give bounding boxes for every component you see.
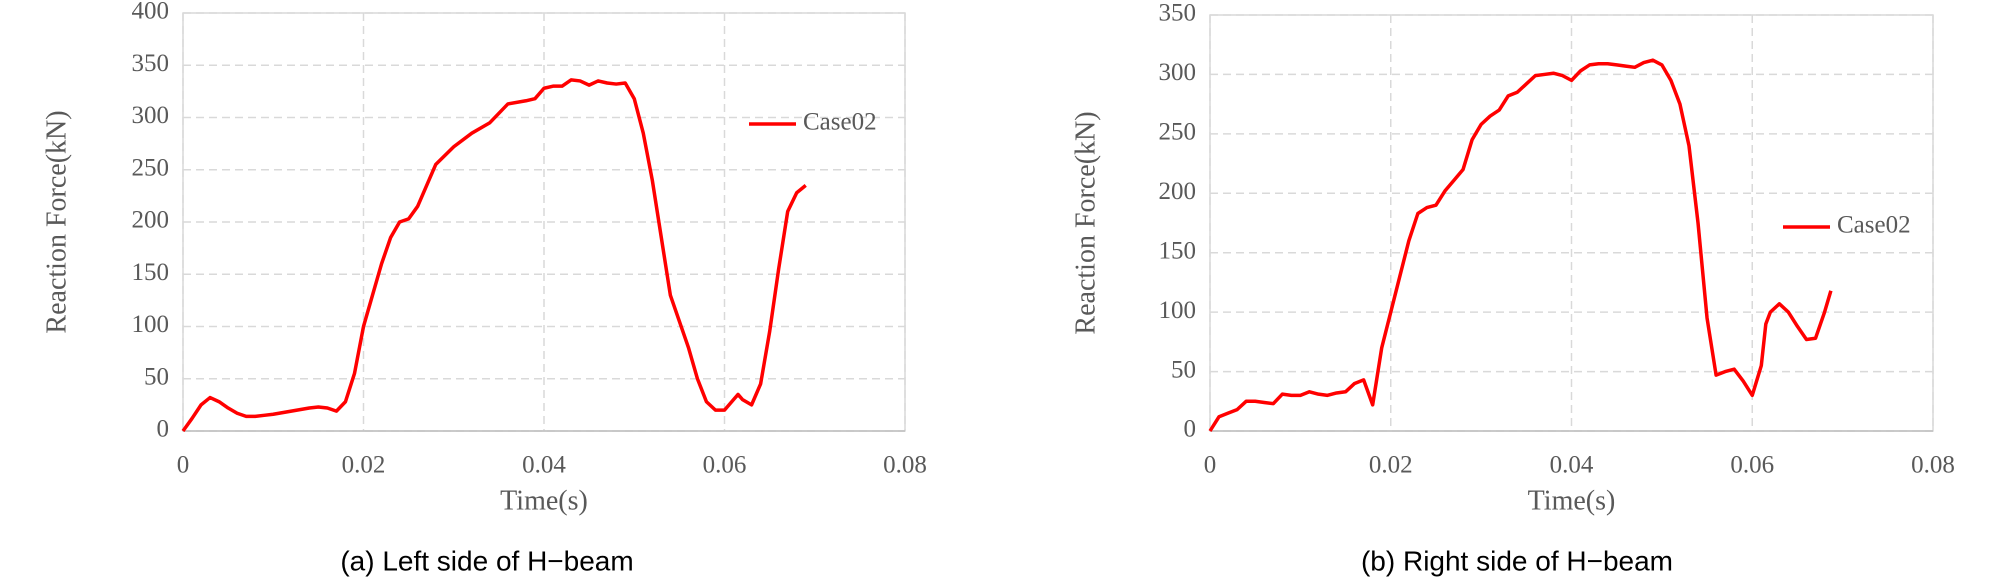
y-tick-label: 50 — [144, 363, 169, 390]
x-axis-title: Time(s) — [500, 485, 588, 516]
x-axis-title: Time(s) — [1528, 485, 1616, 516]
x-tick-label: 0.06 — [1730, 452, 1774, 479]
y-tick-label: 400 — [132, 0, 170, 25]
y-tick-label: 300 — [132, 102, 170, 129]
x-tick-label: 0 — [177, 452, 190, 479]
y-axis-title: Reaction Force(kN) — [1070, 111, 1101, 334]
y-tick-label: 300 — [1159, 59, 1197, 86]
x-tick-label: 0.02 — [342, 452, 386, 479]
y-tick-label: 200 — [1159, 178, 1197, 205]
y-tick-label: 100 — [1159, 297, 1197, 324]
y-tick-label: 0 — [1184, 416, 1197, 443]
y-tick-label: 100 — [132, 311, 170, 338]
data-line — [1208, 58, 1833, 432]
caption: (a) Left side of H−beam — [340, 545, 633, 576]
data-line — [181, 78, 807, 433]
y-tick-label: 200 — [132, 207, 170, 234]
x-tick-label: 0.06 — [703, 452, 747, 479]
y-tick-label: 0 — [157, 416, 170, 443]
y-tick-label: 250 — [132, 154, 170, 181]
x-tick-label: 0.02 — [1369, 452, 1413, 479]
x-tick-label: 0.08 — [1911, 452, 1955, 479]
x-tick-label: 0.04 — [1550, 452, 1594, 479]
x-tick-label: 0.04 — [522, 452, 566, 479]
legend-label: Case02 — [803, 109, 877, 136]
caption: (b) Right side of H−beam — [1361, 545, 1673, 576]
legend-label: Case02 — [1837, 212, 1911, 239]
x-tick-label: 0.08 — [883, 452, 927, 479]
y-tick-label: 150 — [1159, 237, 1197, 264]
y-tick-label: 250 — [1159, 119, 1197, 146]
y-tick-label: 350 — [1159, 0, 1197, 27]
y-axis-title: Reaction Force(kN) — [41, 110, 72, 333]
y-tick-label: 50 — [1171, 356, 1196, 383]
y-tick-label: 150 — [132, 259, 170, 286]
x-tick-label: 0 — [1204, 452, 1217, 479]
y-tick-label: 350 — [132, 50, 170, 77]
